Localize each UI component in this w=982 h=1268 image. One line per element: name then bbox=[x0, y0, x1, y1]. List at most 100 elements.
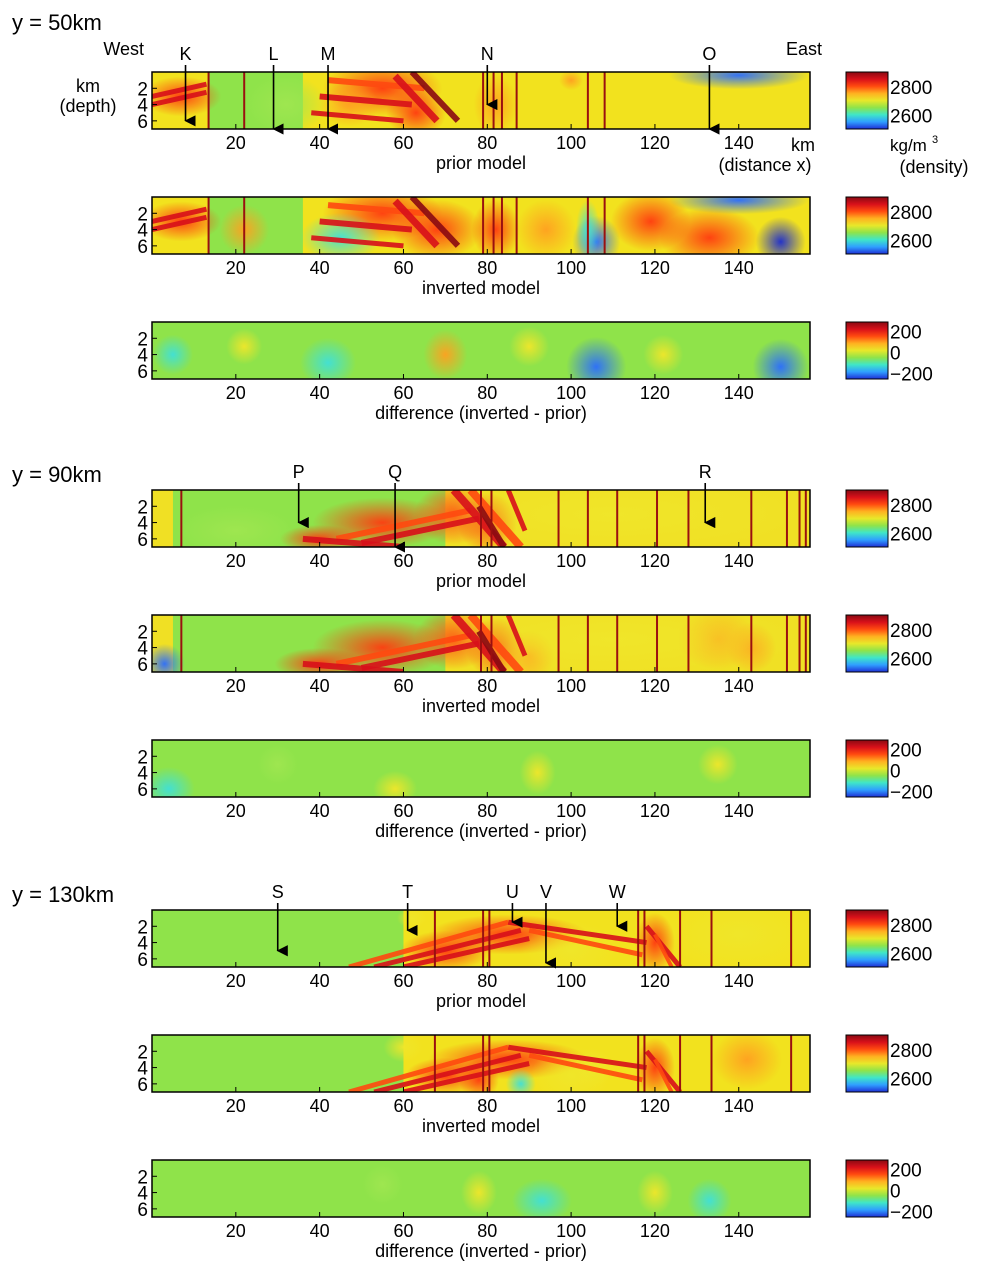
x-tick-label: 140 bbox=[724, 133, 754, 153]
density-anomaly bbox=[509, 326, 550, 367]
x-tick-label: 100 bbox=[556, 1221, 586, 1241]
y-tick-label: 2 bbox=[137, 497, 148, 518]
marker-L: L bbox=[269, 44, 284, 135]
panel-caption: inverted model bbox=[422, 278, 540, 298]
colorbar-tick-label: 2800 bbox=[890, 1041, 932, 1062]
panel-caption: prior model bbox=[436, 991, 526, 1011]
layer-stripe bbox=[152, 89, 208, 108]
panel-content bbox=[152, 744, 738, 797]
east-label: East bbox=[786, 39, 822, 59]
panel-caption: difference (inverted - prior) bbox=[375, 821, 587, 841]
panel-prior: 246 20 40 60 80 100 120 140 prior model 2800 2600 bbox=[137, 489, 932, 591]
marker-label: W bbox=[609, 882, 626, 902]
x-tick-label: 60 bbox=[393, 971, 413, 991]
colorbar-tick-label: 2800 bbox=[890, 78, 932, 99]
layer-stripe bbox=[311, 110, 404, 124]
y-tick-label: 4 bbox=[137, 1059, 148, 1080]
y-tick-label: 6 bbox=[137, 1075, 148, 1096]
panel-difference: 246 20 40 60 80 100 120 140 difference (inverted… bbox=[137, 1159, 933, 1261]
panel-difference: 246 20 40 60 80 100 120 140 difference (inverted… bbox=[137, 739, 933, 841]
marker-label: U bbox=[506, 882, 519, 902]
x-tick-label: 40 bbox=[310, 551, 330, 571]
colorbar: 2800 2600 bbox=[845, 1034, 932, 1093]
colorbar-unit: kg/m bbox=[890, 136, 927, 155]
marker-label: V bbox=[540, 882, 552, 902]
density-anomaly bbox=[175, 505, 296, 547]
y-axis-unit: km bbox=[76, 76, 100, 96]
colorbar-tick-label: 0 bbox=[890, 1181, 901, 1202]
panel-inverted: 246 20 40 60 80 100 120 140 inverted model 2800 26… bbox=[137, 196, 932, 298]
x-tick-label: 60 bbox=[393, 133, 413, 153]
panel-frame bbox=[151, 739, 811, 798]
panel-content bbox=[152, 197, 809, 254]
colorbar-tick-label: 2800 bbox=[890, 203, 932, 224]
density-anomaly bbox=[473, 74, 518, 129]
x-tick-label: 60 bbox=[393, 383, 413, 403]
y-tick-label: 6 bbox=[137, 112, 148, 133]
colorbar-gradient-rect bbox=[845, 196, 889, 255]
density-anomaly bbox=[383, 1035, 424, 1063]
panel-caption: difference (inverted - prior) bbox=[375, 403, 587, 423]
density-anomaly bbox=[658, 910, 810, 967]
density-anomaly bbox=[712, 1035, 783, 1090]
density-anomaly bbox=[687, 1178, 732, 1217]
colorbar-tick-label: 2800 bbox=[890, 496, 932, 517]
y-tick-label: 4 bbox=[137, 221, 148, 242]
y-tick-label: 2 bbox=[137, 329, 148, 350]
colorbar: 2800 2600 bbox=[845, 614, 932, 673]
panel-content bbox=[152, 910, 810, 967]
colorbar-gradient-rect bbox=[845, 909, 889, 968]
panel-frame bbox=[151, 321, 811, 380]
panel-frame bbox=[151, 1034, 811, 1093]
x-tick-label: 20 bbox=[226, 1221, 246, 1241]
colorbar-quantity: (density) bbox=[899, 157, 968, 177]
layer-stripe bbox=[409, 197, 461, 248]
density-anomaly bbox=[755, 216, 806, 254]
colorbar-gradient-rect bbox=[845, 1159, 889, 1218]
y-tick-label: 2 bbox=[137, 1042, 148, 1063]
panel-inverted: 246 20 40 60 80 100 120 140 inverted model 2800 26… bbox=[137, 614, 932, 716]
panel-content bbox=[152, 326, 809, 379]
panel-caption: inverted model bbox=[422, 696, 540, 716]
x-tick-label: 20 bbox=[226, 801, 246, 821]
layer-stripe bbox=[528, 927, 643, 958]
layer-stripe bbox=[402, 936, 530, 967]
marker-W: W bbox=[609, 882, 628, 932]
density-anomaly bbox=[226, 328, 263, 365]
x-tick-label: 80 bbox=[477, 676, 497, 696]
x-tick-label: 80 bbox=[477, 1221, 497, 1241]
x-tick-label: 120 bbox=[640, 676, 670, 696]
marker-label: S bbox=[272, 882, 284, 902]
x-axis-quantity: (distance x) bbox=[718, 155, 811, 175]
density-anomaly bbox=[246, 74, 327, 129]
density-anomaly bbox=[152, 643, 185, 672]
y-tick-label: 2 bbox=[137, 747, 148, 768]
marker-label: O bbox=[702, 44, 716, 64]
x-tick-label: 60 bbox=[393, 1221, 413, 1241]
x-tick-label: 60 bbox=[393, 258, 413, 278]
layer-stripe bbox=[507, 919, 647, 946]
colorbar-tick-label: 200 bbox=[890, 322, 922, 343]
y-tick-label: 6 bbox=[137, 655, 148, 676]
colorbar-gradient-rect bbox=[845, 321, 889, 380]
marker-S: S bbox=[272, 882, 288, 957]
x-tick-label: 80 bbox=[477, 1096, 497, 1116]
x-tick-label: 120 bbox=[640, 1221, 670, 1241]
x-tick-label: 40 bbox=[310, 1221, 330, 1241]
layer-stripe bbox=[467, 490, 524, 547]
marker-Q: Q bbox=[388, 462, 406, 553]
x-tick-label: 120 bbox=[640, 801, 670, 821]
colorbar-tick-label: 2600 bbox=[890, 524, 932, 545]
density-anomaly bbox=[519, 750, 556, 795]
x-tick-label: 80 bbox=[477, 383, 497, 403]
y-tick-label: 4 bbox=[137, 1184, 148, 1205]
layer-stripe bbox=[152, 214, 208, 233]
y-tick-label: 6 bbox=[137, 780, 148, 801]
layer-stripe bbox=[360, 640, 480, 671]
density-anomaly bbox=[471, 199, 520, 254]
